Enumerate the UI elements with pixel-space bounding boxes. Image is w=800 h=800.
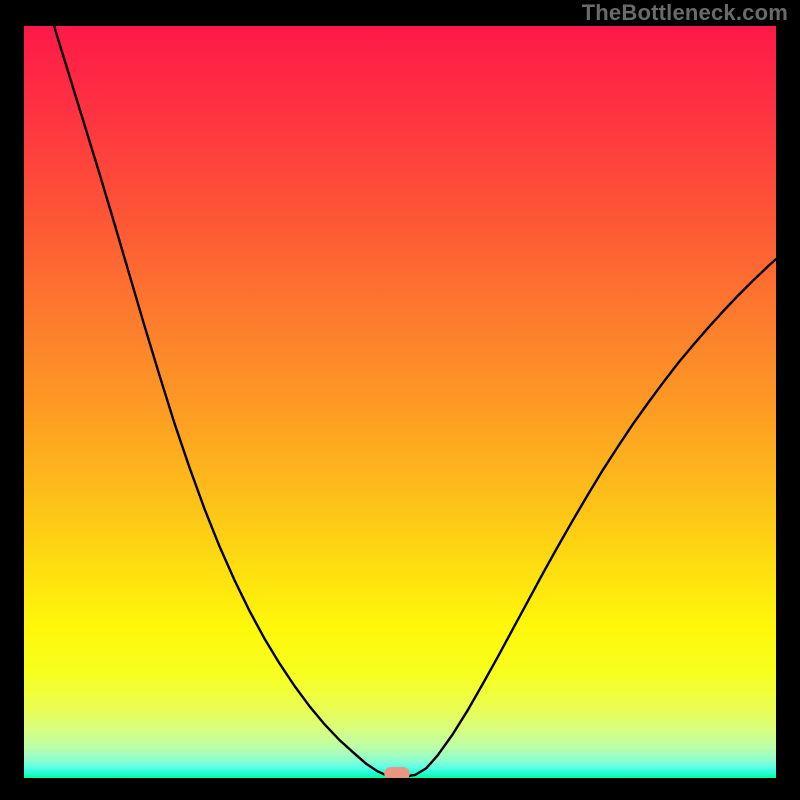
trough-marker bbox=[384, 767, 410, 778]
watermark-text: TheBottleneck.com bbox=[582, 0, 788, 26]
bottleneck-curve-chart bbox=[24, 26, 776, 778]
plot-area bbox=[24, 26, 776, 778]
gradient-background bbox=[24, 26, 776, 778]
figure-root: { "watermark": { "text": "TheBottleneck.… bbox=[0, 0, 800, 800]
